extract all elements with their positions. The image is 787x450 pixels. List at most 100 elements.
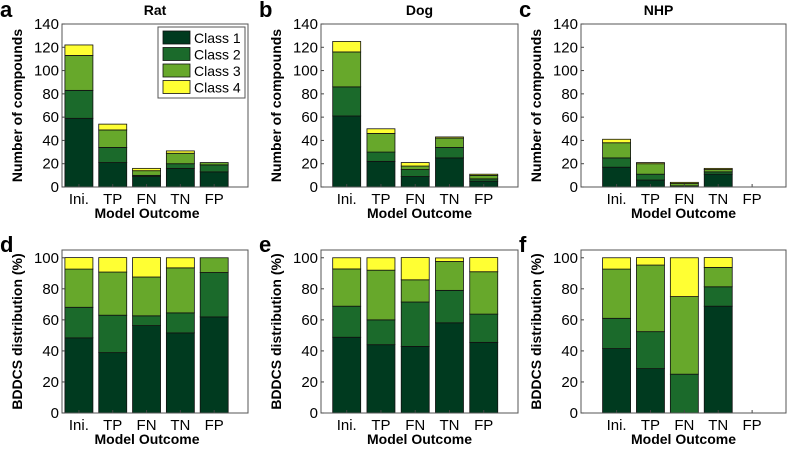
bar-d-tn-class3 — [165, 267, 195, 314]
bar-a-tn-class2 — [165, 163, 195, 169]
y-tick-label: 120 — [34, 39, 59, 56]
x-tick-label: TP — [371, 417, 390, 434]
bar-d-fn-class4 — [132, 257, 161, 278]
y-tick-label: 60 — [301, 109, 318, 126]
bar-e-fp-class2 — [469, 313, 499, 343]
y-tick-label: 100 — [293, 250, 318, 267]
bar-e-tp-class1 — [366, 344, 396, 414]
bar-f-fn-class4 — [669, 257, 699, 297]
y-tick-label: 20 — [301, 156, 318, 173]
y-tick-label: 60 — [301, 312, 318, 329]
x-tick-label: Ini. — [607, 191, 627, 208]
bar-e-fp-class3 — [469, 271, 499, 315]
bar-b-ini-class2 — [332, 86, 362, 117]
y-tick-label: 40 — [561, 132, 578, 149]
bar-e-tp-class3 — [366, 269, 396, 321]
bar-c-ini-class4 — [602, 138, 631, 144]
bar-e-fn-class1 — [400, 346, 430, 414]
bar-d-tn-class1 — [165, 332, 195, 414]
y-tick-label: 0 — [310, 179, 318, 196]
bar-e-fn-class2 — [400, 301, 430, 347]
bar-d-ini-class1 — [64, 337, 94, 414]
x-axis-label: Model Outcome — [94, 205, 199, 221]
bar-d-fn-class3 — [132, 276, 161, 317]
panel-letter: a — [0, 0, 13, 22]
y-tick-label: 60 — [42, 109, 59, 126]
bar-d-ini-class4 — [64, 257, 94, 270]
y-tick-label: 80 — [42, 281, 59, 298]
bar-b-tn-class3 — [435, 137, 464, 148]
x-tick-label: TN — [708, 417, 728, 434]
y-tick-label: 100 — [34, 250, 59, 267]
panel-letter: d — [0, 232, 13, 257]
y-tick-label: 40 — [301, 343, 318, 360]
y-tick-label: 60 — [42, 312, 59, 329]
y-tick-label: 0 — [570, 179, 578, 196]
x-tick-label: FN — [405, 417, 425, 434]
bar-d-fp-class3 — [199, 257, 229, 273]
bar-a-fn-class4 — [132, 167, 161, 172]
bar-a-ini-class4 — [64, 44, 94, 56]
bar-c-tp-class3 — [636, 163, 665, 175]
bar-e-tn-class3 — [435, 261, 464, 291]
bar-b-tp-class1 — [366, 160, 396, 188]
axes-box — [580, 249, 787, 414]
x-tick-label: Ini. — [337, 417, 357, 434]
panel-c: Ini. TP FN TN FP 0 20 40 60 80 100 120 140 Model Outc… — [519, 0, 787, 221]
panel-letter: b — [259, 0, 272, 22]
x-tick-label: TP — [103, 417, 122, 434]
y-tick-label: 0 — [51, 405, 59, 422]
x-axis-label: Model Outcome — [631, 431, 736, 445]
bar-b-tp-class2 — [366, 151, 396, 162]
bar-f-tn-class2 — [703, 286, 733, 307]
legend-swatch — [162, 47, 191, 61]
x-tick-label: TN — [170, 417, 190, 434]
y-tick-label: 100 — [553, 63, 578, 80]
y-axis-label: BDDCS distribution (%) — [9, 253, 25, 409]
x-tick-label: FN — [674, 191, 694, 208]
bar-a-ini-class1 — [64, 117, 94, 188]
bar-d-fn-class1 — [132, 325, 161, 414]
bar-f-tp-class2 — [636, 331, 665, 370]
y-tick-label: 0 — [310, 405, 318, 422]
panel-a: Ini. TP FN TN FP 0 20 40 60 80 100 120 140 Model Outc… — [0, 0, 249, 221]
x-tick-label: TN — [170, 191, 190, 208]
bar-e-ini-class4 — [332, 257, 362, 270]
x-tick-label: TP — [103, 191, 122, 208]
legend-label: Class 3 — [194, 63, 241, 79]
legend-swatch — [162, 63, 191, 78]
bar-d-ini-class2 — [64, 306, 94, 339]
y-tick-label: 100 — [34, 63, 59, 80]
bar-d-tp-class3 — [98, 271, 128, 316]
bar-a-tn-class4 — [165, 150, 195, 154]
panel-letter: e — [259, 232, 271, 257]
bar-f-tn-class4 — [703, 257, 733, 268]
bar-d-fn-class2 — [132, 315, 161, 327]
bar-e-tn-class2 — [435, 289, 464, 324]
bar-d-tp-class2 — [98, 314, 128, 354]
legend-label: Class 1 — [194, 30, 241, 46]
bar-b-fn-class2 — [400, 169, 430, 177]
x-tick-label: Ini. — [337, 191, 357, 208]
y-tick-label: 40 — [561, 343, 578, 360]
y-tick-label: 80 — [301, 86, 318, 103]
bar-a-ini-class3 — [64, 55, 94, 91]
bar-b-tp-class3 — [366, 133, 396, 153]
bar-b-ini-class1 — [332, 115, 362, 188]
bar-d-fp-class2 — [199, 272, 229, 318]
bar-a-fp-class2 — [199, 164, 229, 173]
x-tick-label: Ini. — [607, 417, 627, 434]
bar-d-tp-class1 — [98, 352, 128, 414]
axes-box — [320, 249, 519, 414]
bar-d-tn-class4 — [165, 257, 195, 269]
bar-c-ini-class2 — [602, 157, 631, 168]
x-tick-label: FP — [743, 417, 762, 434]
bar-f-fn-class3 — [669, 296, 699, 375]
y-tick-label: 40 — [42, 132, 59, 149]
x-tick-label: TP — [641, 191, 660, 208]
bar-b-tp-class4 — [366, 128, 396, 134]
panel-letter: f — [519, 232, 527, 257]
x-tick-label: Ini. — [69, 417, 89, 434]
